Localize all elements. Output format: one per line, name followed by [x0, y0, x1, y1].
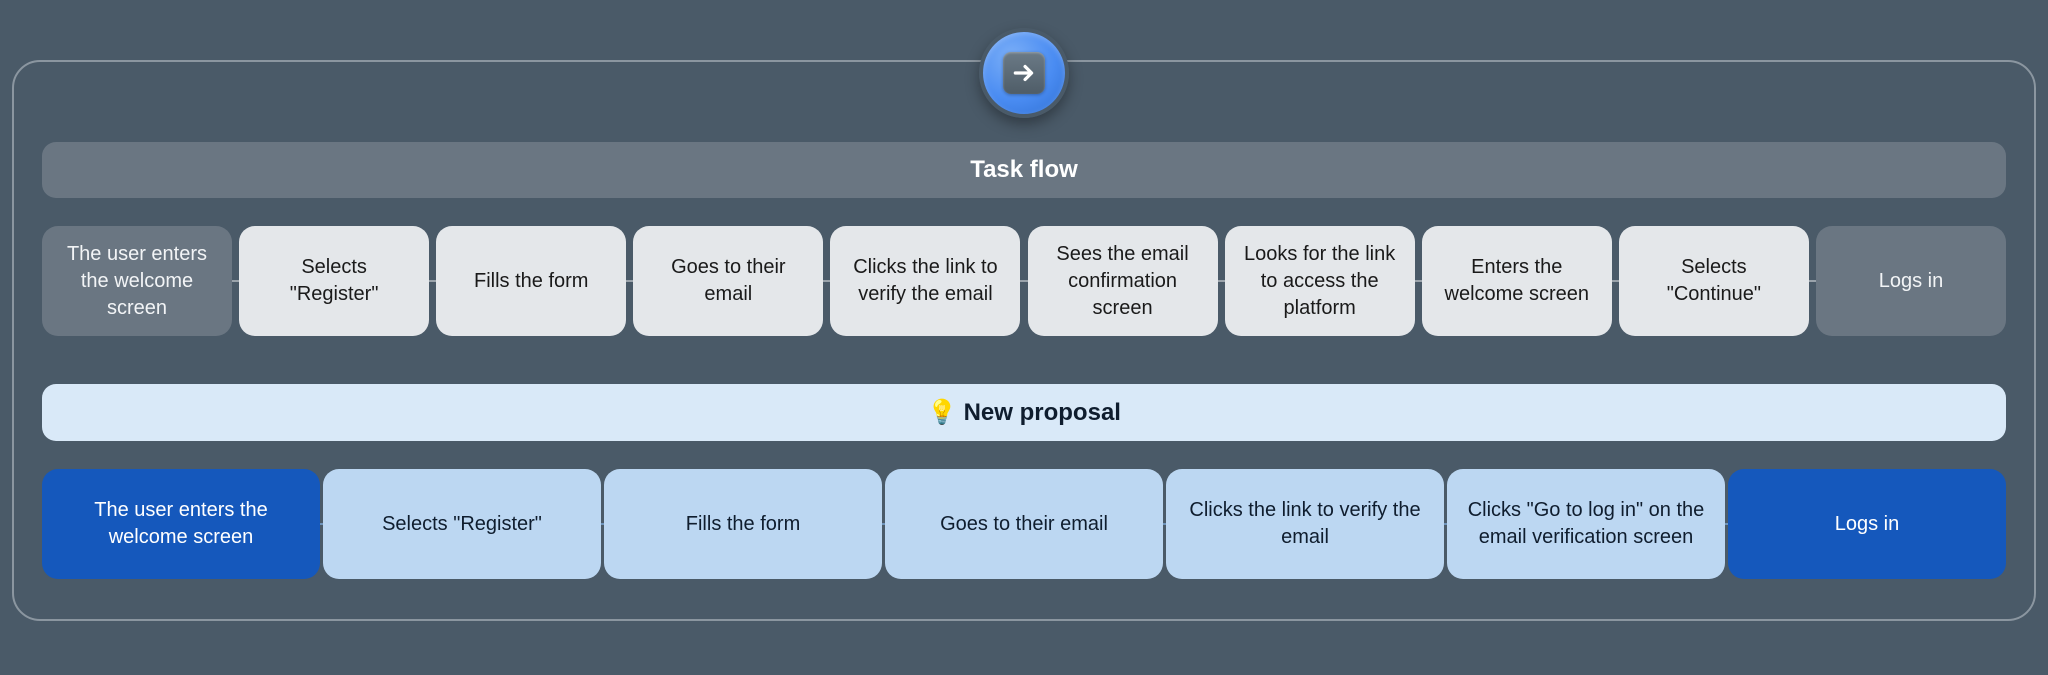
- proposal-step-label: Selects "Register": [382, 511, 542, 538]
- lightbulb-icon: 💡: [927, 399, 957, 426]
- taskflow-step-label: Looks for the link to access the platfor…: [1241, 241, 1399, 322]
- proposal-step: Clicks "Go to log in" on the email verif…: [1447, 469, 1725, 579]
- proposal-step-label: Fills the form: [686, 511, 800, 538]
- taskflow-step: Looks for the link to access the platfor…: [1225, 226, 1415, 336]
- taskflow-title: Task flow: [42, 142, 2006, 198]
- taskflow-connector: [429, 280, 436, 282]
- taskflow-step: Sees the email confirmation screen: [1028, 226, 1218, 336]
- taskflow-step-label: Sees the email confirmation screen: [1044, 241, 1202, 322]
- taskflow-row: The user enters the welcome screen Select…: [42, 226, 2006, 336]
- flow-panel: Task flow The user enters the welcome sc…: [12, 60, 2036, 621]
- proposal-step-label: Clicks the link to verify the email: [1182, 497, 1428, 551]
- taskflow-step: Selects "Register": [239, 226, 429, 336]
- diagram-stage: Task flow The user enters the welcome sc…: [0, 0, 2048, 675]
- proposal-title-text: New proposal: [964, 399, 1121, 426]
- proposal-row: The user enters the welcome screen Select…: [42, 469, 2006, 579]
- proposal-step: Selects "Register": [323, 469, 601, 579]
- proposal-step-label: Goes to their email: [940, 511, 1108, 538]
- proposal-title: 💡 New proposal: [42, 384, 2006, 441]
- taskflow-connector: [823, 280, 830, 282]
- taskflow-step: Selects "Continue": [1619, 226, 1809, 336]
- taskflow-step-label: Goes to their email: [649, 254, 807, 308]
- taskflow-connector: [1218, 280, 1225, 282]
- taskflow-step: Logs in: [1816, 226, 2006, 336]
- taskflow-step-label: Selects "Register": [255, 254, 413, 308]
- taskflow-connector: [232, 280, 239, 282]
- taskflow-step: Goes to their email: [633, 226, 823, 336]
- taskflow-connector: [1809, 280, 1816, 282]
- taskflow-step-label: Fills the form: [474, 268, 588, 295]
- taskflow-step-label: Enters the welcome screen: [1438, 254, 1596, 308]
- proposal-step-label: Logs in: [1835, 511, 1900, 538]
- proposal-step: Goes to their email: [885, 469, 1163, 579]
- header-badge: [979, 28, 1069, 118]
- taskflow-step-label: The user enters the welcome screen: [58, 241, 216, 322]
- taskflow-step-label: Clicks the link to verify the email: [846, 254, 1004, 308]
- taskflow-step: The user enters the welcome screen: [42, 226, 232, 336]
- taskflow-connector: [1612, 280, 1619, 282]
- taskflow-connector: [1020, 280, 1027, 282]
- taskflow-step: Fills the form: [436, 226, 626, 336]
- proposal-step: Clicks the link to verify the email: [1166, 469, 1444, 579]
- taskflow-connector: [626, 280, 633, 282]
- proposal-step: Fills the form: [604, 469, 882, 579]
- taskflow-step: Enters the welcome screen: [1422, 226, 1612, 336]
- proposal-step-label: Clicks "Go to log in" on the email verif…: [1463, 497, 1709, 551]
- proposal-step: The user enters the welcome screen: [42, 469, 320, 579]
- taskflow-step-label: Selects "Continue": [1635, 254, 1793, 308]
- proposal-step-label: The user enters the welcome screen: [58, 497, 304, 551]
- taskflow-step: Clicks the link to verify the email: [830, 226, 1020, 336]
- taskflow-step-label: Logs in: [1879, 268, 1944, 295]
- arrow-right-icon: [1003, 52, 1045, 94]
- proposal-step: Logs in: [1728, 469, 2006, 579]
- taskflow-connector: [1415, 280, 1422, 282]
